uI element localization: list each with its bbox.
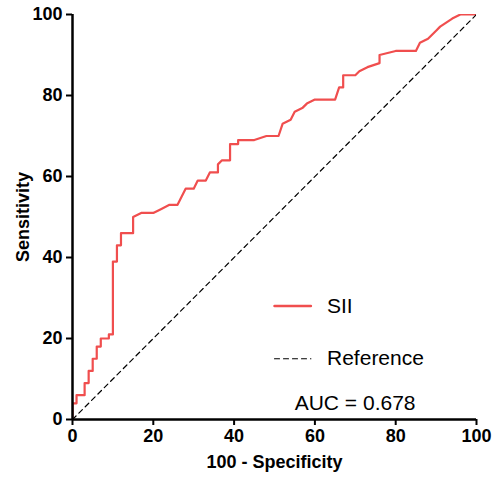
svg-text:20: 20 [42,328,62,348]
svg-text:AUC = 0.678: AUC = 0.678 [295,391,416,414]
svg-text:Sensitivity: Sensitivity [13,172,33,262]
svg-text:80: 80 [42,85,62,105]
svg-text:SII: SII [327,294,353,317]
svg-text:Reference: Reference [327,346,424,369]
svg-text:20: 20 [143,426,163,446]
svg-text:60: 60 [42,166,62,186]
svg-text:0: 0 [52,409,62,429]
svg-text:40: 40 [42,247,62,267]
svg-text:100: 100 [461,426,491,446]
svg-text:40: 40 [224,426,244,446]
svg-text:80: 80 [386,426,406,446]
svg-text:60: 60 [305,426,325,446]
svg-text:100: 100 [32,4,62,24]
svg-text:0: 0 [67,426,77,446]
svg-text:100 - Specificity: 100 - Specificity [206,452,342,472]
